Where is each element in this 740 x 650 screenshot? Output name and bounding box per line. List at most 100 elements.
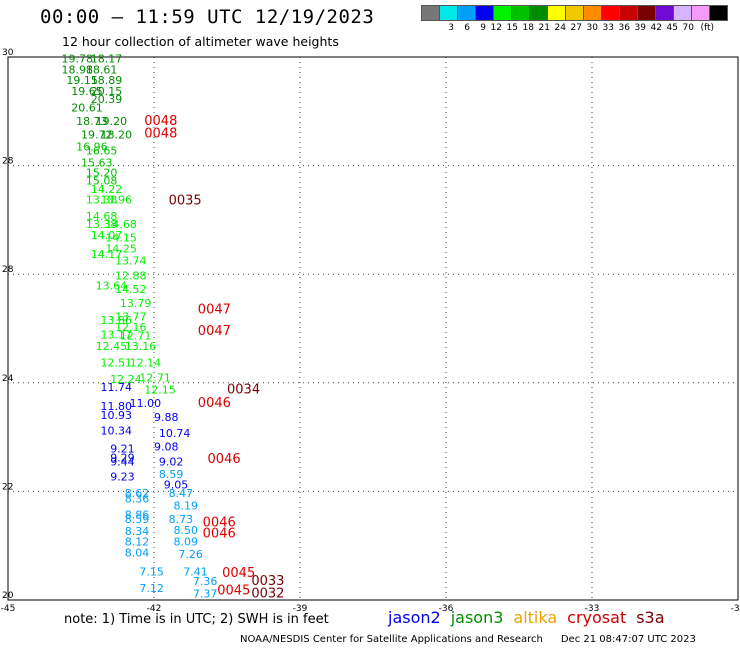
wave-height-label: 19.78 (62, 52, 94, 65)
wave-height-label: 18.61 (86, 63, 118, 76)
wave-height-label: 8.12 (125, 536, 150, 549)
wave-height-label: 7.37 (193, 587, 218, 600)
pass-time-label: 0048 (144, 126, 177, 141)
wave-height-label: 8.09 (173, 536, 198, 549)
y-tick-label: 22 (2, 482, 13, 492)
pass-time-label: 0046 (203, 516, 236, 531)
pass-time-label: 0046 (203, 527, 236, 542)
wave-height-label: 13.74 (115, 254, 147, 267)
wave-height-label: 13.17 (100, 328, 132, 341)
wave-height-label: 16.65 (86, 145, 118, 158)
wave-height-label: 10.74 (159, 427, 191, 440)
scale-label: 70 (682, 23, 694, 33)
wave-height-label: 13.64 (96, 279, 128, 292)
footer-credit: NOAA/NESDIS Center for Satellite Applica… (240, 634, 543, 645)
scale-label: 30 (586, 23, 598, 33)
wave-height-label: 13.16 (125, 340, 157, 353)
scale-label: 18 (522, 23, 534, 33)
wave-height-label: 9.08 (154, 441, 179, 454)
x-tick-label: -33 (585, 604, 600, 614)
color-scale-labels: 3 6 9 12 15 18 21 24 27 30 33 36 39 42 45 70 (ft) (422, 23, 728, 33)
pass-time-label: 0046 (208, 452, 241, 467)
wave-height-label: 18.17 (91, 52, 123, 65)
scale-unit: (ft) (700, 23, 714, 33)
scale-label: 24 (554, 23, 566, 33)
wave-height-label: 12.88 (115, 270, 147, 283)
wave-height-label: 9.05 (164, 479, 189, 492)
wave-height-label: 18.89 (91, 74, 123, 87)
wave-height-label: 7.41 (183, 566, 208, 579)
pass-time-label: 0032 (251, 586, 284, 601)
pass-time-label: 0035 (169, 194, 202, 209)
wave-height-label: 14.25 (105, 242, 137, 255)
pass-time-label: 0047 (198, 324, 231, 339)
wave-height-label: 7.15 (139, 566, 164, 579)
wave-height-label: 19.72 (81, 128, 113, 141)
satellite-altika: altika (513, 608, 558, 627)
wave-height-label: 13.77 (115, 310, 147, 323)
scale-label: 15 (506, 23, 518, 33)
chart-title: 00:00 – 11:59 UTC 12/19/2023 (40, 6, 375, 28)
wave-height-label: 16.96 (76, 140, 108, 153)
x-tick-label: -30 (731, 604, 740, 614)
x-tick-label: -39 (293, 604, 308, 614)
pass-time-label: 0045 (222, 566, 255, 581)
scale-label: 42 (650, 23, 662, 33)
wave-height-label: 13.38 (86, 194, 118, 207)
plot-frame (7, 56, 739, 601)
pass-time-label: 0047 (198, 302, 231, 317)
wave-height-label: 12.71 (120, 329, 152, 342)
wave-height-label: 8.34 (125, 525, 150, 538)
wave-height-label: 15.08 (86, 175, 118, 188)
y-tick-label: 20 (2, 591, 14, 601)
wave-height-label: 12.45 (96, 340, 128, 353)
wave-height-label: 14.07 (91, 229, 123, 242)
wave-height-label: 8.86 (125, 509, 150, 522)
pass-time-label: 0033 (251, 574, 284, 589)
wave-height-label: 19.20 (96, 115, 128, 128)
scale-label: 6 (464, 23, 470, 33)
wave-height-label: 15.63 (81, 157, 113, 170)
scale-label: 45 (666, 23, 678, 33)
wave-height-label: 18.98 (62, 63, 94, 76)
wave-height-label: 8.59 (125, 513, 150, 526)
satellite-legend: jason2 jason3 altika cryosat s3a (388, 608, 675, 627)
wave-height-label: 9.02 (159, 455, 184, 468)
wave-height-label: 14.22 (91, 183, 123, 196)
scale-label: 27 (570, 23, 582, 33)
wave-height-label: 10.93 (100, 409, 132, 422)
wave-height-label: 7.26 (178, 548, 203, 561)
chart-subtitle: 12 hour collection of altimeter wave hei… (62, 34, 339, 49)
wave-height-label: 13.79 (120, 297, 152, 310)
scale-label: 9 (480, 23, 486, 33)
wave-height-label: 8.19 (173, 499, 198, 512)
satellite-s3a: s3a (636, 608, 665, 627)
wave-height-label: 11.74 (100, 381, 132, 394)
pass-time-label: 0045 (217, 584, 250, 599)
x-tick-label: -45 (1, 604, 16, 614)
wave-height-label: 9.29 (110, 452, 135, 465)
wave-height-label: 12.14 (130, 357, 162, 370)
wave-height-label: 7.36 (193, 575, 218, 588)
wave-height-label: 9.23 (110, 471, 135, 484)
scale-label: 3 (448, 23, 454, 33)
scale-label: 39 (634, 23, 646, 33)
wave-height-label: 13.38 (86, 218, 118, 231)
pass-time-label: 0034 (227, 383, 260, 398)
generated-timestamp: Dec 21 08:47:07 UTC 2023 (560, 634, 696, 645)
wave-height-label: 12.71 (139, 372, 171, 385)
wave-height-label: 8.73 (169, 513, 194, 526)
wave-height-label: 7.12 (139, 582, 164, 595)
x-tick-label: -36 (439, 604, 454, 614)
wave-height-label: 18.20 (100, 128, 132, 141)
y-tick-label: 30 (2, 48, 14, 58)
wave-height-label: 8.47 (169, 487, 194, 500)
wave-height-label: 14.52 (115, 283, 147, 296)
color-scale: 3 6 9 12 15 18 21 24 27 30 33 36 39 42 45 70 (ft) (421, 5, 728, 33)
wave-height-label: 19.65 (71, 85, 103, 98)
wave-height-label: 8.04 (125, 547, 150, 560)
wave-height-label: 8.62 (125, 487, 150, 500)
y-tick-label: 24 (2, 374, 14, 384)
wave-height-label: 9.21 (110, 442, 135, 455)
